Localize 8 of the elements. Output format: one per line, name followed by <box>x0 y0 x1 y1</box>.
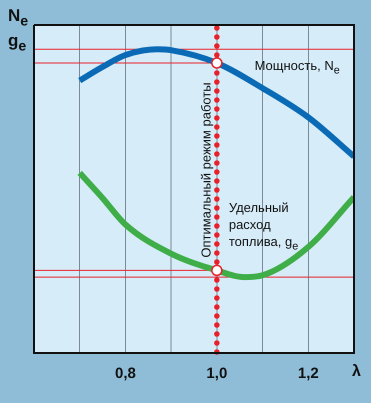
ref-line-label: Оптимальный режим работы <box>198 82 214 258</box>
series-label: Мощность, N$_{e}$ <box>254 56 340 79</box>
series-label: Удельный расход топлива, g$_{e}$ <box>228 199 298 255</box>
x-axis-title: λ <box>352 363 361 380</box>
x-tick-label: 1,2 <box>298 365 319 382</box>
x-tick-label: 1,0 <box>206 365 228 382</box>
x-tick-label: 0,8 <box>115 365 136 382</box>
y-axis-title: N$_{e}$ g$_{e}$ <box>8 6 28 57</box>
